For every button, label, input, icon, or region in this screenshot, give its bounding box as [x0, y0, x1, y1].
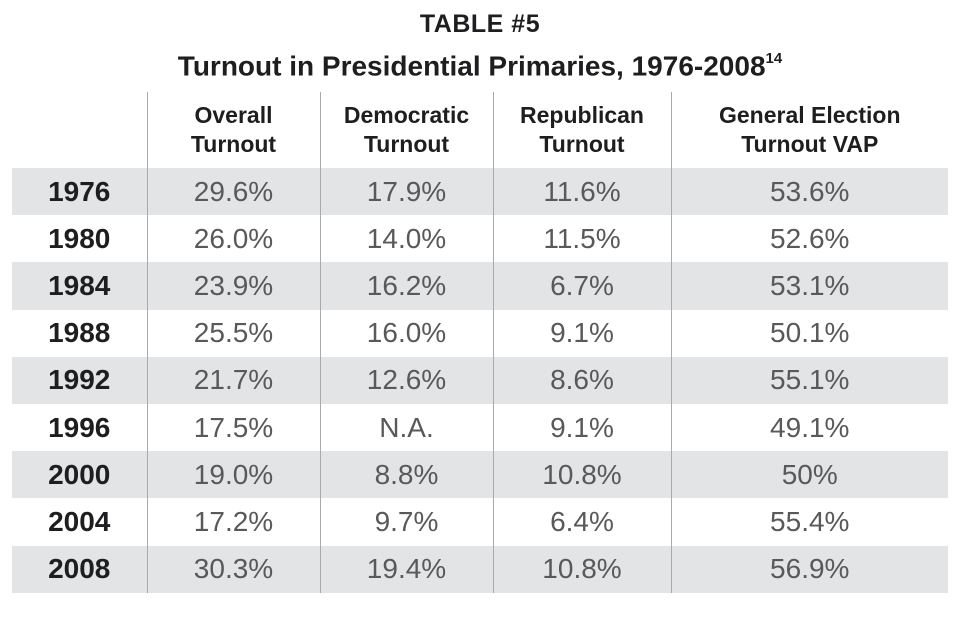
row-year: 2004	[48, 505, 111, 537]
cell-overall: 17.2%	[146, 498, 320, 546]
cell-democratic: 8.8%	[319, 451, 493, 499]
cell-democratic: 17.9%	[319, 168, 493, 216]
cell-general-election: 53.1%	[670, 262, 948, 310]
col-header-overall-turnout: Overall Turnout	[146, 92, 320, 168]
table-row-1996: 1996 17.5% N.A. 9.1% 49.1%	[12, 403, 948, 452]
table-row-1980: 1980 26.0% 14.0% 11.5% 52.6%	[12, 215, 948, 263]
cell-republican: 9.1%	[492, 309, 671, 357]
cell-overall: 26.0%	[146, 215, 320, 263]
cell-republican: 8.6%	[492, 356, 671, 404]
cell-general-election: 55.1%	[670, 356, 948, 404]
cell-overall: 21.7%	[146, 356, 320, 404]
cell-democratic: N.A.	[319, 403, 493, 452]
cell-republican: 11.5%	[492, 215, 671, 263]
row-year: 1988	[48, 317, 111, 349]
row-year: 1992	[48, 364, 111, 396]
table-row-2004: 2004 17.2% 9.7% 6.4% 55.4%	[12, 498, 948, 546]
cell-republican: 6.7%	[492, 262, 671, 310]
cell-democratic: 14.0%	[319, 215, 493, 263]
cell-republican: 10.8%	[492, 545, 671, 593]
cell-democratic: 12.6%	[319, 356, 493, 404]
row-year: 2008	[48, 553, 111, 585]
cell-general-election: 56.9%	[670, 545, 948, 593]
cell-republican: 10.8%	[492, 451, 671, 499]
cell-democratic: 16.0%	[319, 309, 493, 357]
cell-democratic: 9.7%	[319, 498, 493, 546]
cell-republican: 9.1%	[492, 403, 671, 452]
cell-general-election: 50%	[670, 451, 948, 499]
row-year: 1984	[48, 269, 111, 301]
cell-overall: 17.5%	[146, 403, 320, 452]
row-year: 1996	[48, 411, 111, 443]
cell-general-election: 55.4%	[670, 498, 948, 546]
cell-general-election: 52.6%	[670, 215, 948, 263]
cell-overall: 29.6%	[146, 168, 320, 216]
col-header-democratic-turnout: Democratic Turnout	[319, 92, 493, 168]
row-year: 1976	[48, 175, 111, 207]
row-year: 2000	[48, 458, 111, 490]
footnote-marker: 14	[765, 50, 783, 67]
table-subtitle: Turnout in Presidential Primaries, 1976-…	[0, 44, 960, 83]
cell-democratic: 16.2%	[319, 262, 493, 310]
table-number-title: TABLE #5	[419, 10, 541, 38]
table-row-2008: 2008 30.3% 19.4% 10.8% 56.9%	[12, 545, 948, 593]
cell-overall: 19.0%	[146, 451, 320, 499]
cell-overall: 30.3%	[146, 545, 320, 593]
cell-overall: 23.9%	[146, 262, 320, 310]
table-row-1984: 1984 23.9% 16.2% 6.7% 53.1%	[12, 262, 948, 310]
col-header-republican-turnout: Republican Turnout	[492, 92, 671, 168]
row-year: 1980	[48, 222, 111, 254]
cell-general-election: 53.6%	[670, 168, 948, 216]
table-row-1992: 1992 21.7% 12.6% 8.6% 55.1%	[12, 356, 948, 404]
cell-general-election: 50.1%	[670, 309, 948, 357]
cell-republican: 6.4%	[492, 498, 671, 546]
cell-general-election: 49.1%	[670, 403, 948, 452]
corner-cell	[12, 92, 147, 168]
table-row-2000: 2000 19.0% 8.8% 10.8% 50%	[12, 451, 948, 499]
header-row: Overall Turnout Democratic Turnout Repub…	[12, 92, 948, 168]
table-row-1976: 1976 29.6% 17.9% 11.6% 53.6%	[12, 168, 948, 216]
col-header-general-election-turnout-vap: General Election Turnout VAP	[670, 92, 948, 168]
table-title-block: TABLE #5 Turnout in Presidential Primari…	[0, 10, 960, 83]
cell-republican: 11.6%	[492, 168, 671, 216]
table-row-1988: 1988 25.5% 16.0% 9.1% 50.1%	[12, 309, 948, 357]
cell-democratic: 19.4%	[319, 545, 493, 593]
cell-overall: 25.5%	[146, 309, 320, 357]
turnout-table: Overall Turnout Democratic Turnout Repub…	[12, 92, 948, 593]
subtitle-text: Turnout in Presidential Primaries, 1976-…	[177, 50, 766, 82]
